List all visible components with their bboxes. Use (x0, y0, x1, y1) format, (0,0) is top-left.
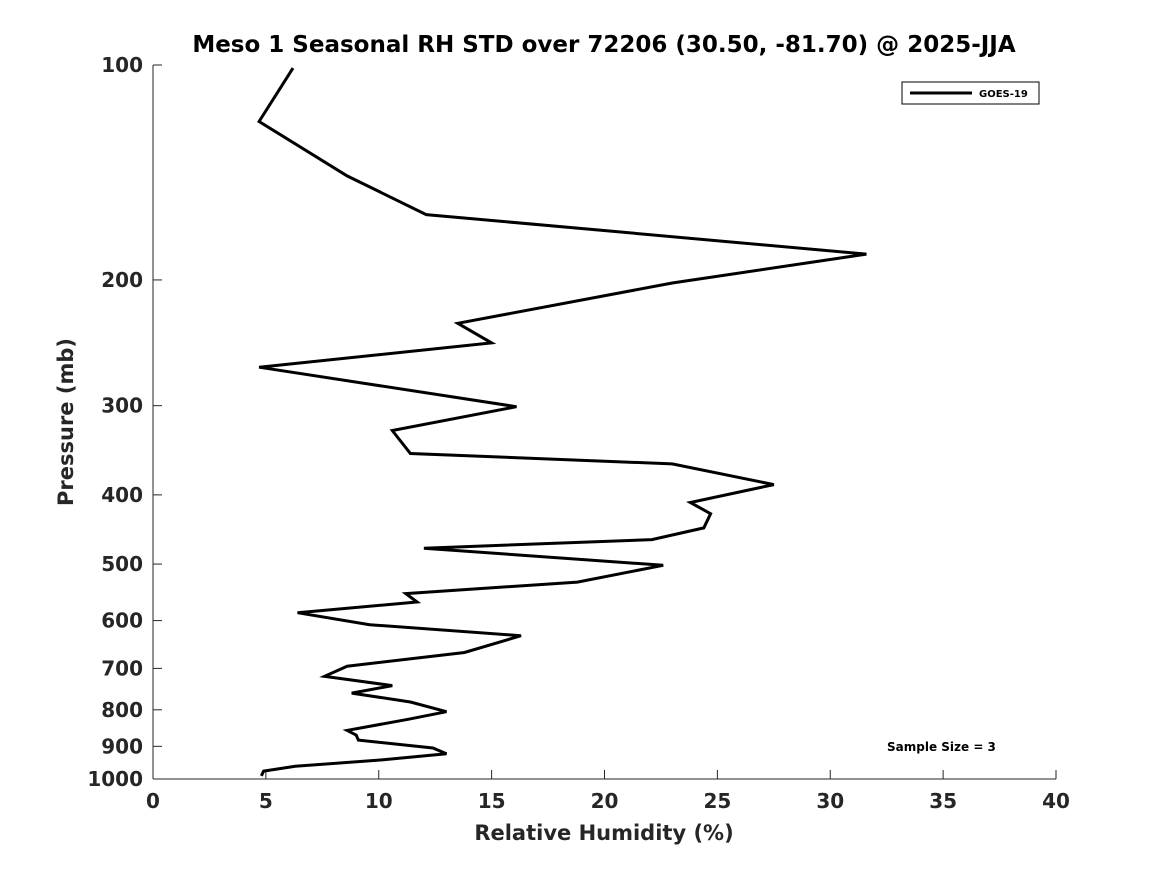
x-ticks: 0 5 10 15 20 25 30 35 40 (146, 770, 1070, 813)
legend-label-goes-19: GOES-19 (979, 89, 1028, 100)
x-tick-label: 10 (365, 789, 393, 813)
sample-size-annotation: Sample Size = 3 (887, 740, 996, 754)
y-ticks: 100 200 300 400 500 600 700 800 900 1000 (87, 53, 162, 791)
x-axis-label: Relative Humidity (%) (474, 821, 733, 845)
series-line-goes-19 (257, 67, 867, 777)
y-tick-label: 500 (101, 552, 143, 576)
x-tick-label: 0 (146, 789, 160, 813)
series-layer (257, 67, 867, 777)
y-tick-label: 600 (101, 609, 143, 633)
x-tick-label: 15 (478, 789, 506, 813)
x-tick-label: 25 (703, 789, 731, 813)
legend: GOES-19 (901, 81, 1040, 105)
y-tick-label: 900 (101, 734, 143, 758)
x-tick-label: 30 (816, 789, 844, 813)
y-tick-label: 400 (101, 483, 143, 507)
y-tick-label: 100 (101, 53, 143, 77)
x-tick-label: 20 (591, 789, 619, 813)
y-axis-label: Pressure (mb) (54, 338, 78, 506)
y-tick-label: 1000 (87, 767, 143, 791)
x-tick-label: 5 (259, 789, 273, 813)
y-tick-label: 800 (101, 698, 143, 722)
x-tick-label: 35 (929, 789, 957, 813)
y-tick-label: 300 (101, 394, 143, 418)
y-tick-label: 700 (101, 656, 143, 680)
y-tick-label: 200 (101, 268, 143, 292)
x-tick-label: 40 (1042, 789, 1070, 813)
chart-title: Meso 1 Seasonal RH STD over 72206 (30.50… (192, 32, 1016, 58)
